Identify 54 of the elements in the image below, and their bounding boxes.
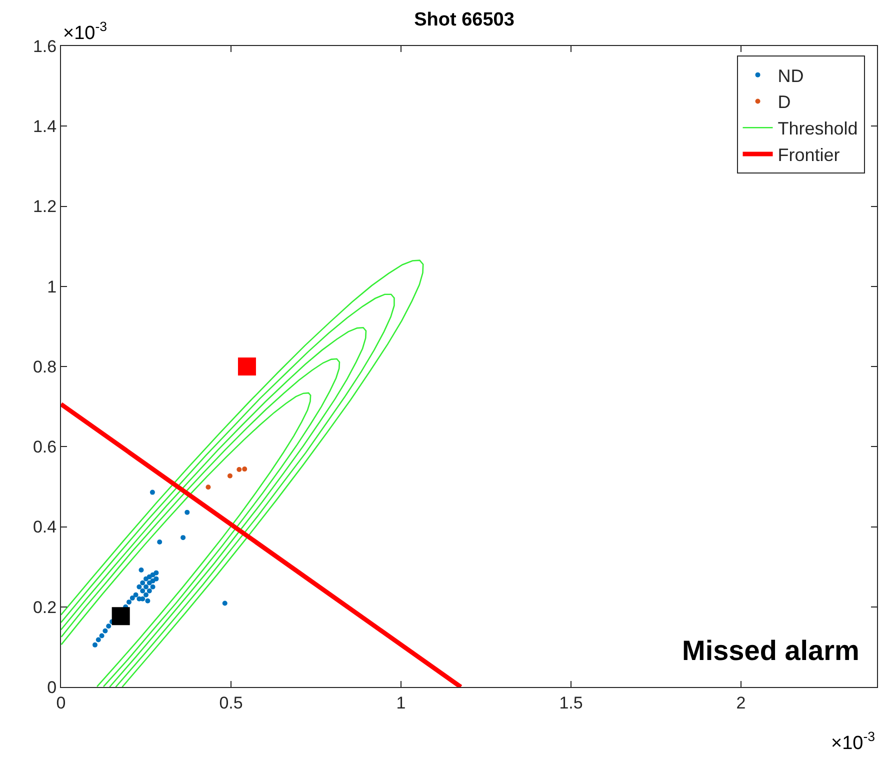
point <box>96 637 101 642</box>
point <box>154 570 159 576</box>
point <box>138 568 144 573</box>
point <box>180 535 186 540</box>
point <box>130 596 135 601</box>
point <box>99 633 104 638</box>
legend-label: ND <box>778 66 804 86</box>
point <box>145 598 150 604</box>
point <box>206 484 211 490</box>
point <box>146 580 152 586</box>
y-tick-label: 0.4 <box>32 518 57 537</box>
y-tick-label: 1.6 <box>32 36 57 56</box>
point <box>236 466 242 472</box>
y-tick-label: 0.2 <box>32 598 57 617</box>
x-tick-label: 0.5 <box>219 693 243 712</box>
point <box>136 584 142 590</box>
point <box>227 473 232 478</box>
legend-label: Frontier <box>778 145 840 166</box>
y-tick-label: 0 <box>47 678 57 697</box>
point <box>144 576 148 582</box>
annotation: Missed alarm <box>682 635 860 666</box>
chart-title: Shot 66503 <box>414 9 514 30</box>
y-tick-label: 0.8 <box>32 357 57 376</box>
point <box>150 490 155 495</box>
point <box>126 600 132 605</box>
text: ×10$^{-3}$ <box>63 19 108 44</box>
point <box>144 584 148 590</box>
point <box>133 592 138 598</box>
point <box>102 628 108 634</box>
point <box>140 580 146 586</box>
point <box>140 588 146 594</box>
point <box>238 358 256 376</box>
point <box>144 592 148 598</box>
x-tick-label: 2 <box>736 693 746 712</box>
y-tick-label: 1.2 <box>32 197 57 216</box>
point <box>157 539 162 544</box>
point <box>92 642 98 648</box>
point <box>222 600 228 606</box>
point <box>146 574 152 580</box>
point <box>112 607 130 626</box>
legend-label: Threshold <box>778 118 858 139</box>
point <box>150 578 156 584</box>
point <box>146 588 152 594</box>
point <box>150 584 156 590</box>
y-tick-label: 1.4 <box>32 117 57 136</box>
y-tick-label: 0.6 <box>32 438 57 457</box>
point <box>106 624 112 629</box>
y-tick-label: 1 <box>47 277 57 296</box>
point <box>242 466 248 472</box>
text: ×10$^{-3}$ <box>831 729 876 754</box>
x-tick-label: 1 <box>396 693 406 712</box>
point <box>184 510 190 515</box>
legend-label: D <box>778 92 791 112</box>
x-tick-label: 1.5 <box>559 693 583 712</box>
